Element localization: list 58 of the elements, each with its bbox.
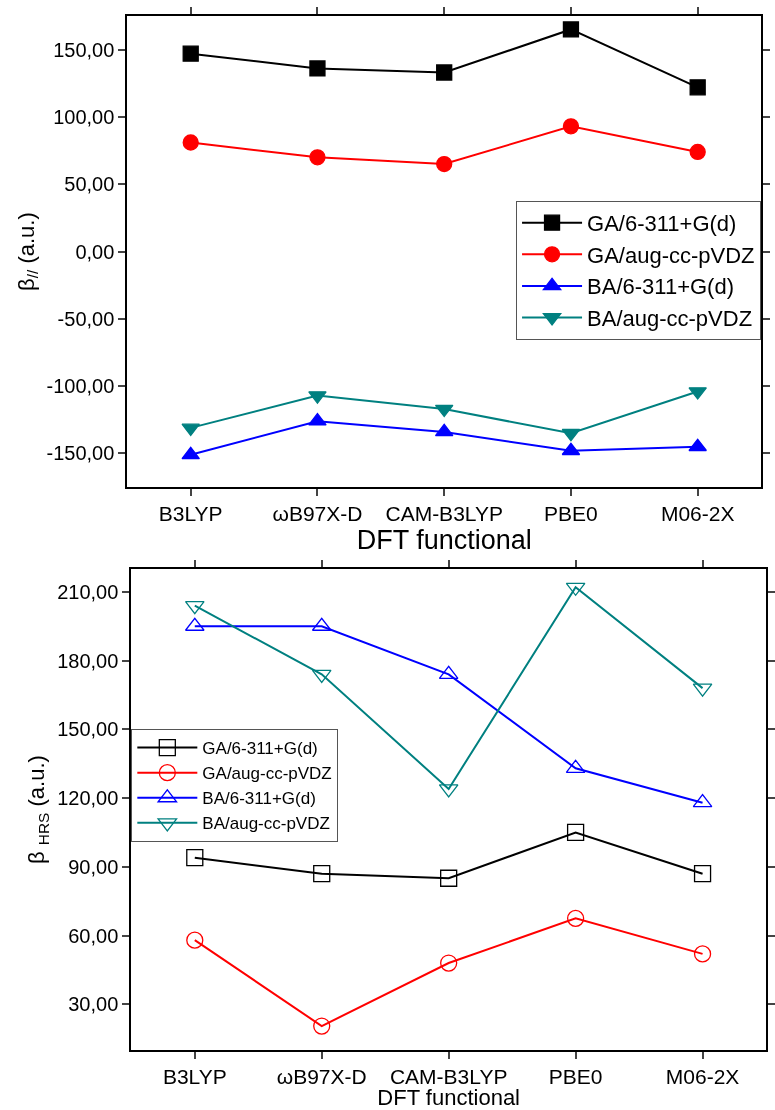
point [561,442,581,456]
x-tick-label: PBE0 [544,502,598,526]
point [309,149,326,166]
y-tick-label: 120,00 [57,787,119,810]
point [562,118,580,135]
x-tick-label: B3LYP [162,1065,227,1089]
x-tick-label: B3LYP [158,502,223,526]
y-tick-label: 60,00 [68,924,119,947]
point [688,438,707,452]
point [313,1017,331,1035]
legend-label: GA/aug-cc-pVDZ [202,764,332,784]
point [309,60,326,77]
y-tick-label: -50,00 [57,307,115,330]
legend-label: BA/aug-cc-pVDZ [587,306,753,332]
y-tick-label: 50,00 [64,173,115,196]
point [566,909,585,928]
legend-label: BA/6-311+G(d) [202,789,316,809]
y-tick-label: 150,00 [53,38,115,61]
legend-label: BA/aug-cc-pVDZ [202,814,330,834]
x-tick-label: PBE0 [548,1065,603,1089]
point [689,143,706,161]
x-tick-label: M06-2X [660,502,735,526]
y-tick-label: 180,00 [57,649,119,672]
point [181,446,201,460]
x-tick-label: ωB97X-D [276,1065,367,1089]
x-tick-label: CAM-B3LYP [385,502,503,526]
y-tick-label: -100,00 [46,375,115,398]
y-tick-label: 210,00 [57,580,119,603]
x-tick-label: M06-2X [665,1065,740,1089]
point [186,931,204,949]
point [440,869,458,887]
point [693,865,712,883]
point [434,423,454,437]
point [184,600,205,615]
point [313,865,331,883]
y-tick-label: 150,00 [57,718,119,741]
y-tick-label: -150,00 [46,442,115,465]
point [186,849,204,867]
point [436,64,453,81]
point [311,669,332,684]
point [182,134,199,151]
legend-label: BA/6-311+G(d) [587,274,734,300]
point [566,823,585,842]
point [693,945,712,963]
point [440,954,458,972]
y-tick-label: 90,00 [68,855,119,878]
legend-label: GA/aug-cc-pVDZ [587,242,755,268]
legend-label: GA/6-311+G(d) [587,211,737,237]
y-tick-label: 30,00 [68,993,119,1016]
point [182,45,199,62]
y-tick-label: 100,00 [53,105,115,128]
y-tick-label: 0,00 [75,240,115,263]
x-axis-title: DFT functional [356,525,532,556]
point [436,155,453,173]
point [689,79,706,96]
point [562,21,580,38]
x-tick-label: ωB97X-D [272,502,363,526]
legend-label: GA/6-311+G(d) [202,739,318,759]
